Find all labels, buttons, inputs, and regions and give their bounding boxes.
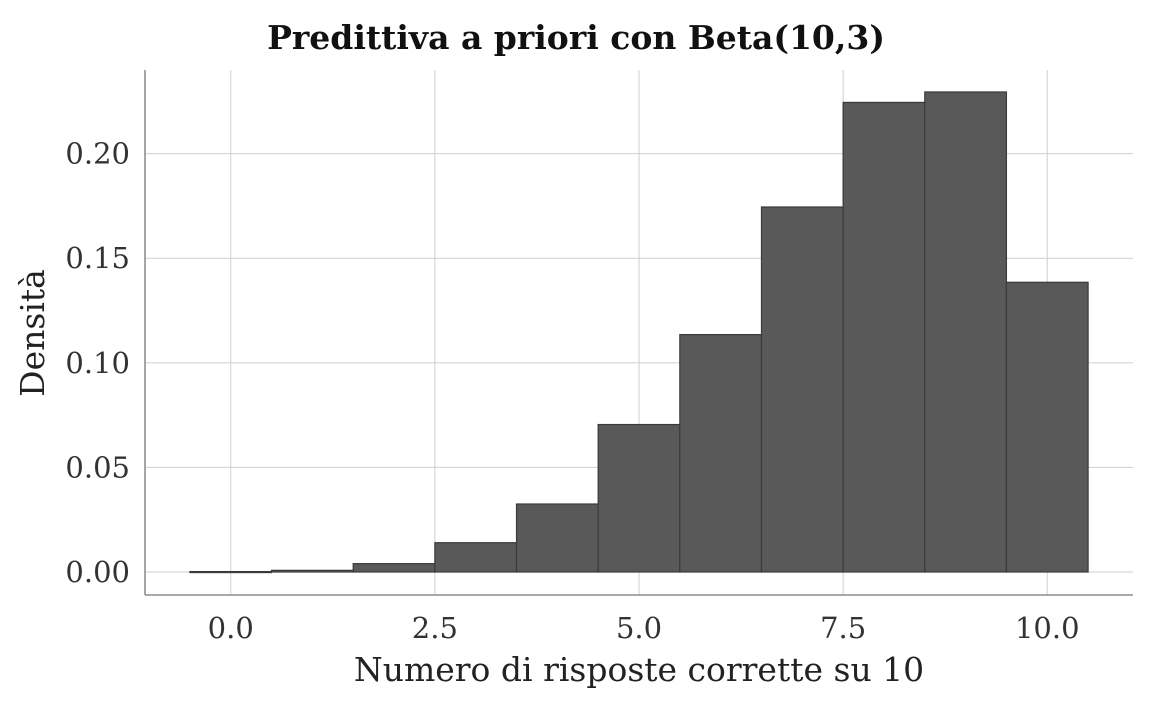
x-tick-labels: 0.0 2.5 5.0 7.5 10.0 [208,611,1080,645]
y-tick-label: 0.10 [65,346,130,380]
histogram-bar [1005,281,1089,573]
histogram-bar [924,91,1008,573]
histogram-bar [679,333,763,573]
x-tick-label: 5.0 [616,611,662,645]
y-tick-label: 0.15 [65,241,130,275]
histogram-bar [760,206,844,573]
histogram-bar [842,101,926,573]
histogram-bar [352,563,436,573]
histogram-bars [189,91,1089,574]
y-tick-label: 0.05 [65,450,130,484]
y-tick-labels: 0.00 0.05 0.10 0.15 0.20 [65,137,130,589]
x-tick-label: 0.0 [208,611,254,645]
histogram-bar [434,542,518,573]
x-tick-label: 2.5 [412,611,458,645]
x-tick-label: 7.5 [820,611,866,645]
chart-title: Predittiva a priori con Beta(10,3) [267,18,885,57]
y-tick-label: 0.20 [65,137,130,171]
histogram-bar [270,569,354,573]
axes [144,70,1133,596]
histogram-bar [597,423,681,573]
x-axis-label: Numero di risposte corrette su 10 [354,650,924,689]
y-tick-label: 0.00 [65,555,130,589]
x-tick-label: 10.0 [1015,611,1080,645]
y-axis-label: Densità [13,269,52,397]
histogram-bar [515,503,599,573]
histogram-bar [189,570,273,574]
